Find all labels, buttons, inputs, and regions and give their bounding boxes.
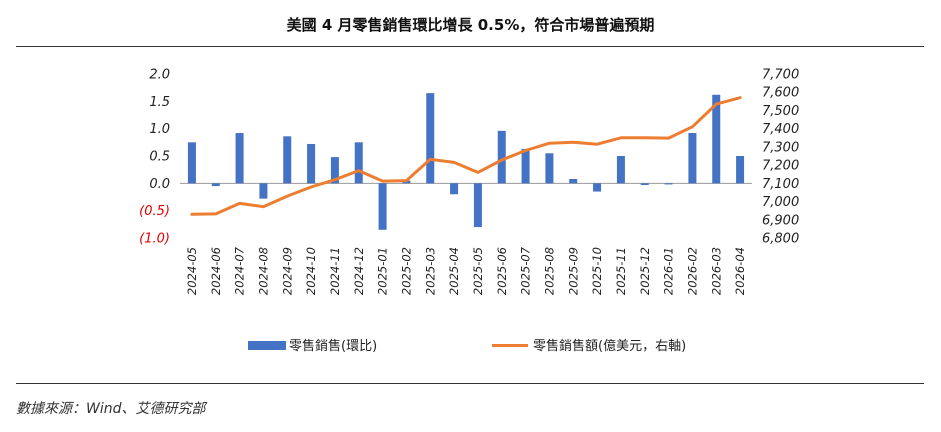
right-axis: 7,700 7,600 7,500 7,400 7,300 7,200 7,100 7,000… <box>762 68 799 247</box>
bar <box>736 156 745 184</box>
left-tick-label: 1.0 <box>149 122 170 137</box>
bar <box>450 183 459 195</box>
bar <box>426 93 435 184</box>
bar <box>497 130 506 184</box>
left-axis: 2.0 1.5 1.0 0.5 0.0 (0.5) (1.0) <box>139 68 170 247</box>
bar <box>569 178 578 184</box>
x-tick-label: 2025-10 <box>590 247 604 295</box>
left-tick-label: 2.0 <box>149 68 170 83</box>
right-tick-label: 6,800 <box>762 232 799 247</box>
bar <box>593 183 602 192</box>
x-tick-label: 2025-01 <box>376 247 390 295</box>
right-tick-label: 7,700 <box>762 68 799 83</box>
bar <box>330 157 339 184</box>
x-tick-label: 2024-12 <box>352 247 366 295</box>
x-tick-label: 2025-09 <box>566 247 580 295</box>
chart-title: 美國 4 月零售銷售環比增長 0.5%，符合市場普遍預期 <box>286 16 655 34</box>
x-tick-label: 2024-09 <box>280 247 294 295</box>
legend-bar-swatch <box>248 341 286 350</box>
bar <box>473 183 482 228</box>
right-tick-label: 7,600 <box>762 86 799 101</box>
x-tick-label: 2024-07 <box>233 246 247 295</box>
left-tick-label: 1.5 <box>149 95 170 110</box>
x-tick-label: 2024-11 <box>328 247 342 295</box>
right-tick-label: 7,200 <box>762 159 799 174</box>
x-tick-label: 2026-02 <box>685 247 699 295</box>
left-tick-label: (1.0) <box>139 232 170 247</box>
right-tick-label: 7,500 <box>762 104 799 119</box>
bar <box>354 142 363 184</box>
right-tick-label: 7,300 <box>762 140 799 155</box>
bar <box>664 183 673 185</box>
right-tick-label: 7,000 <box>762 195 799 210</box>
bottom-divider <box>16 383 924 384</box>
right-tick-label: 7,400 <box>762 122 799 137</box>
x-tick-label: 2026-03 <box>709 247 723 295</box>
legend: 零售銷售(環比) 零售銷售額(億美元，右軸) <box>248 338 686 354</box>
bar <box>283 136 292 184</box>
bar <box>640 183 649 185</box>
line-series <box>190 96 742 216</box>
bar <box>307 143 316 184</box>
x-tick-label: 2025-06 <box>495 247 509 295</box>
x-tick-label: 2025-08 <box>542 247 556 295</box>
bar-series <box>187 93 745 230</box>
legend-bar-label: 零售銷售(環比) <box>289 338 377 354</box>
x-tick-label: 2024-10 <box>304 247 318 295</box>
x-tick-label: 2026-01 <box>662 247 676 295</box>
x-tick-label: 2026-04 <box>733 247 747 295</box>
bar <box>521 148 530 184</box>
x-tick-label: 2025-07 <box>519 246 533 295</box>
x-tick-label: 2024-06 <box>209 247 223 295</box>
x-axis: 2024-05 2024-06 2024-07 2024-08 2024-09 2024-… <box>185 246 747 295</box>
bar <box>187 142 196 184</box>
legend-line-label: 零售銷售額(億美元，右軸) <box>533 338 686 354</box>
left-tick-label: (0.5) <box>139 204 170 219</box>
x-tick-label: 2025-12 <box>638 247 652 295</box>
source-note: 數據來源：Wind、艾德研究部 <box>16 401 206 417</box>
right-tick-label: 7,100 <box>762 177 799 192</box>
x-tick-label: 2025-02 <box>399 247 413 295</box>
x-tick-label: 2025-11 <box>614 247 628 295</box>
x-tick-label: 2024-05 <box>185 247 199 295</box>
x-tick-label: 2024-08 <box>256 247 270 295</box>
bar <box>616 156 625 184</box>
x-tick-label: 2025-05 <box>471 247 485 295</box>
top-divider <box>16 46 924 47</box>
bar <box>259 183 268 199</box>
bar <box>712 94 721 184</box>
x-tick-label: 2025-03 <box>423 247 437 295</box>
combo-chart: 2.0 1.5 1.0 0.5 0.0 (0.5) (1.0) 7,700 7,600 7,50… <box>139 68 799 355</box>
right-tick-label: 6,900 <box>762 213 799 228</box>
bar <box>378 183 387 230</box>
x-tick-label: 2025-04 <box>447 247 461 295</box>
left-tick-label: 0.5 <box>149 150 170 165</box>
bar <box>545 153 554 184</box>
bar <box>211 183 220 187</box>
left-tick-label: 0.0 <box>149 177 170 192</box>
bar <box>688 133 697 184</box>
bar <box>235 133 244 184</box>
